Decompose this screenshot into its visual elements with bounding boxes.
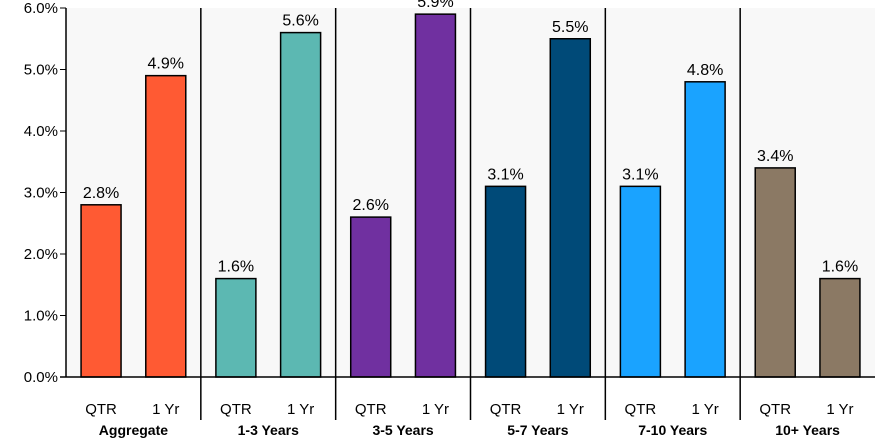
group-label: 10+ Years [775,422,840,438]
bar [279,31,322,378]
data-label: 1.6% [218,259,254,276]
x-axis: QTR 1 Yr Aggregate QTR 1 Yr 1-3 Years QTR 1 Yr 3… [60,376,875,438]
group-label: 5-7 Years [507,422,568,438]
x-tick-label: QTR [490,401,522,418]
x-tick-label: QTR [759,401,791,418]
x-tick-label: 1 Yr [826,401,853,418]
x-tick-label: 1 Yr [287,401,314,418]
bar [484,185,527,378]
bar [145,74,187,378]
data-label: 4.9% [148,56,184,73]
data-label: 5.5% [552,19,588,36]
y-tick-label: 4.0% [24,123,58,140]
data-label: 1.6% [822,259,858,276]
group-label: 3-5 Years [372,422,433,438]
x-tick-label: QTR [355,401,387,418]
bar [684,81,726,378]
data-label: 2.6% [352,197,388,214]
x-tick-label: 1 Yr [557,401,584,418]
y-tick-label: 6.0% [24,0,58,17]
x-tick-label: 1 Yr [691,401,718,418]
group-label: Aggregate [99,422,168,438]
bar [754,167,796,378]
data-label: 3.1% [622,166,658,183]
bars: 2.8% 4.9% 1.6% 5.6% 2.6% 5.9% 3.1% 5.5% 3.1% 4.8%… [80,0,861,378]
bar [619,185,662,378]
data-label: 5.6% [282,13,318,30]
group-separators [200,8,741,420]
x-tick-label: 1 Yr [422,401,449,418]
data-label: 3.4% [757,148,793,165]
bar [80,204,122,378]
bar [349,216,392,378]
x-tick-label: QTR [85,401,117,418]
x-tick-label: 1 Yr [152,401,179,418]
y-tick-label: 1.0% [24,308,58,325]
bar [215,277,257,378]
data-label: 4.8% [687,62,723,79]
data-label: 5.9% [417,0,453,11]
x-tick-label: QTR [220,401,252,418]
group-label: 7-10 Years [638,422,707,438]
bar [819,277,861,378]
y-tick-label: 2.0% [24,246,58,263]
x-tick-label: QTR [625,401,657,418]
data-label: 3.1% [487,166,523,183]
y-tick-label: 0.0% [24,369,58,386]
data-label: 2.8% [83,185,119,202]
y-tick-label: 5.0% [24,62,58,79]
y-axis: 0.0% 1.0% 2.0% 3.0% 4.0% 5.0% 6.0% [24,0,67,386]
bar [414,13,457,378]
group-label: 1-3 Years [238,422,299,438]
bar [549,38,592,378]
y-tick-label: 3.0% [24,185,58,202]
